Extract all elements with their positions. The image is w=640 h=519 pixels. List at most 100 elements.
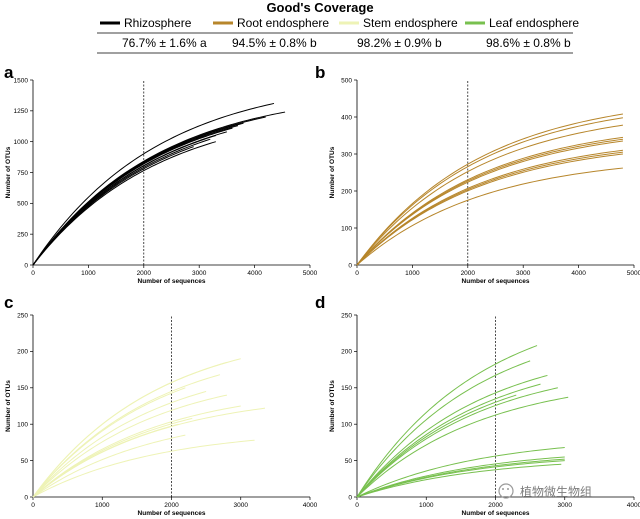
x-tick-label: 1000 <box>95 502 110 509</box>
curve-d-9 <box>356 456 565 498</box>
panel-letter-c: c <box>4 293 13 312</box>
curve-a-4 <box>32 122 244 266</box>
panel-letter-a: a <box>4 63 14 82</box>
x-axis-title: Number of sequences <box>138 510 206 517</box>
y-tick-label: 50 <box>21 458 29 465</box>
curve-a-1 <box>32 102 275 266</box>
x-axis-title: Number of sequences <box>462 278 530 285</box>
y-tick-label: 1500 <box>14 77 29 84</box>
curve-d-5 <box>356 394 517 498</box>
y-tick-label: 1000 <box>14 139 29 146</box>
y-tick-label: 500 <box>17 201 28 208</box>
curve-d-8 <box>356 447 565 498</box>
curve-c-9 <box>32 417 193 498</box>
y-tick-label: 400 <box>341 114 352 121</box>
y-tick-label: 100 <box>341 225 352 232</box>
panel-b-chart: 0 1000 2000 3000 4000 5000 0 100 200 300 400 500 Num… <box>329 77 640 285</box>
x-tick-label: 3000 <box>192 270 207 277</box>
curve-c-4 <box>32 387 186 498</box>
y-tick-label: 1250 <box>14 108 29 115</box>
legend-label-root-endosphere: Root endosphere <box>237 16 329 30</box>
curve-b-6 <box>356 140 623 266</box>
curve-c-8 <box>32 407 266 498</box>
curve-a-5 <box>32 125 239 266</box>
curve-a-8 <box>32 135 216 266</box>
curve-a-7 <box>32 131 228 266</box>
curve-d-7 <box>356 387 558 498</box>
curve-a-2 <box>32 111 286 266</box>
curve-a-10 <box>32 146 194 266</box>
x-axis-title: Number of sequences <box>138 278 206 285</box>
curve-a-9 <box>32 138 211 266</box>
curve-b-3 <box>356 124 623 266</box>
y-tick-label: 200 <box>17 349 28 356</box>
curve-c-6 <box>32 394 228 498</box>
watermark-text: 植物微生物组 <box>520 484 592 499</box>
x-tick-label: 2000 <box>488 502 503 509</box>
x-tick-label: 4000 <box>303 502 318 509</box>
x-tick-label: 1000 <box>419 502 434 509</box>
x-tick-label: 4000 <box>571 270 586 277</box>
coverage-value-root-endosphere: 94.5% ± 0.8% b <box>232 36 317 50</box>
x-tick-label: 4000 <box>247 270 262 277</box>
coverage-title: Good's Coverage <box>266 0 373 15</box>
x-tick-label: 3000 <box>558 502 573 509</box>
curve-c-11 <box>32 436 138 498</box>
curve-d-3 <box>356 374 548 498</box>
curve-a-11 <box>32 141 216 266</box>
y-tick-label: 0 <box>348 494 352 501</box>
curve-b-10 <box>356 167 623 266</box>
x-tick-label: 3000 <box>234 502 249 509</box>
wechat-icon-eye-left <box>502 488 504 490</box>
curve-d-1 <box>356 345 538 498</box>
x-tick-label: 3000 <box>516 270 531 277</box>
legend-label-rhizosphere: Rhizosphere <box>124 16 192 30</box>
y-tick-label: 100 <box>17 422 28 429</box>
coverage-values: 76.7% ± 1.6% a 94.5% ± 0.8% b 98.2% ± 0.… <box>122 36 571 50</box>
curve-b-7 <box>356 149 623 266</box>
curve-c-3 <box>32 374 221 498</box>
y-tick-label: 0 <box>348 262 352 269</box>
curve-b-1 <box>356 113 624 266</box>
curve-c-2 <box>32 361 228 498</box>
y-tick-label: 150 <box>17 385 28 392</box>
watermark: 植物微生物组 <box>498 483 592 499</box>
curve-d-11 <box>356 460 565 498</box>
wechat-icon-eye-right <box>507 488 509 490</box>
coverage-value-leaf-endosphere: 98.6% ± 0.8% b <box>486 36 571 50</box>
curve-a-6 <box>32 127 233 266</box>
y-tick-label: 100 <box>341 422 352 429</box>
curve-a-3 <box>32 116 266 266</box>
y-tick-label: 200 <box>341 349 352 356</box>
wechat-icon <box>498 483 514 499</box>
panel-d-chart: 0 1000 2000 3000 4000 0 50 100 150 200 250 Number o… <box>329 312 640 517</box>
coverage-value-rhizosphere: 76.7% ± 1.6% a <box>122 36 207 50</box>
curve-c-12 <box>32 434 186 498</box>
y-tick-label: 500 <box>341 77 352 84</box>
y-axis-title: Number of OTUs <box>5 146 12 198</box>
curve-b-9 <box>356 153 623 266</box>
x-tick-label: 1000 <box>81 270 96 277</box>
x-tick-label: 0 <box>31 270 35 277</box>
curve-b-8 <box>356 151 623 266</box>
coverage-value-stem-endosphere: 98.2% ± 0.9% b <box>357 36 442 50</box>
curve-b-2 <box>356 117 624 266</box>
y-tick-label: 0 <box>24 494 28 501</box>
panel-c-chart: 0 1000 2000 3000 4000 0 50 100 150 200 250 Number o… <box>5 312 318 517</box>
x-tick-label: 2000 <box>461 270 476 277</box>
curve-c-13 <box>32 439 255 498</box>
panel-a-chart: 0 1000 2000 3000 4000 5000 0 250 500 750 1000 1250 1… <box>5 77 318 285</box>
x-axis-title: Number of sequences <box>462 510 530 517</box>
y-axis-title: Number of OTUs <box>329 380 336 432</box>
y-tick-label: 250 <box>17 231 28 238</box>
y-tick-label: 50 <box>345 458 353 465</box>
x-tick-label: 5000 <box>627 270 640 277</box>
panel-letter-b: b <box>315 63 325 82</box>
x-tick-label: 0 <box>31 502 35 509</box>
curve-d-2 <box>356 360 531 498</box>
x-tick-label: 2000 <box>137 270 152 277</box>
curve-c-5 <box>32 390 207 498</box>
panel-letter-d: d <box>315 293 325 312</box>
y-tick-label: 200 <box>341 188 352 195</box>
